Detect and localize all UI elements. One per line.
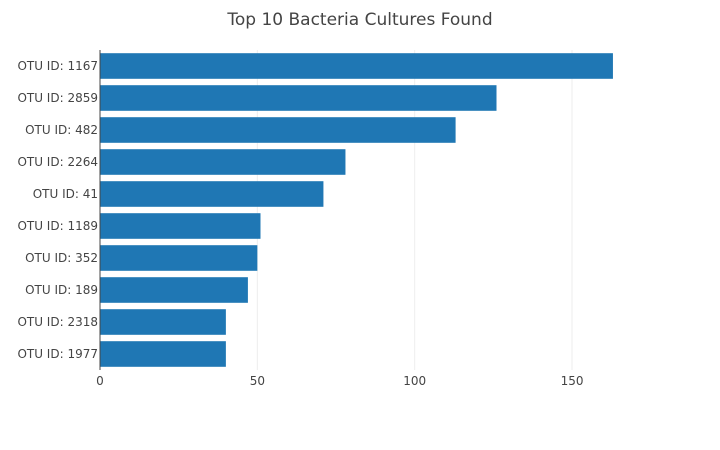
y-tick-label: OTU ID: 2318	[17, 315, 98, 329]
bar[interactable]	[100, 149, 346, 175]
bar[interactable]	[100, 277, 248, 303]
bar[interactable]	[100, 53, 613, 79]
bar[interactable]	[100, 85, 497, 111]
bars	[100, 53, 613, 367]
y-tick-label: OTU ID: 1167	[17, 59, 98, 73]
bar[interactable]	[100, 181, 324, 207]
x-tick-labels: 0 50 100 150	[96, 374, 583, 388]
y-tick-label: OTU ID: 2264	[17, 155, 98, 169]
y-tick-labels: OTU ID: 1167 OTU ID: 2859 OTU ID: 482 OTU I…	[17, 59, 98, 361]
y-tick-label: OTU ID: 352	[25, 251, 98, 265]
x-tick-label: 0	[96, 374, 104, 388]
y-tick-label: OTU ID: 2859	[17, 91, 98, 105]
chart-title: Top 10 Bacteria Cultures Found	[226, 10, 492, 30]
y-tick-label: OTU ID: 1189	[17, 219, 98, 233]
bar[interactable]	[100, 341, 226, 367]
y-tick-label: OTU ID: 189	[25, 283, 98, 297]
x-tick-label: 150	[561, 374, 584, 388]
bar[interactable]	[100, 309, 226, 335]
y-tick-label: OTU ID: 482	[25, 123, 98, 137]
bar[interactable]	[100, 245, 258, 271]
bar[interactable]	[100, 117, 456, 143]
bar[interactable]	[100, 213, 261, 239]
x-tick-label: 100	[403, 374, 426, 388]
x-tick-label: 50	[250, 374, 265, 388]
y-tick-label: OTU ID: 1977	[17, 347, 98, 361]
y-tick-label: OTU ID: 41	[33, 187, 98, 201]
